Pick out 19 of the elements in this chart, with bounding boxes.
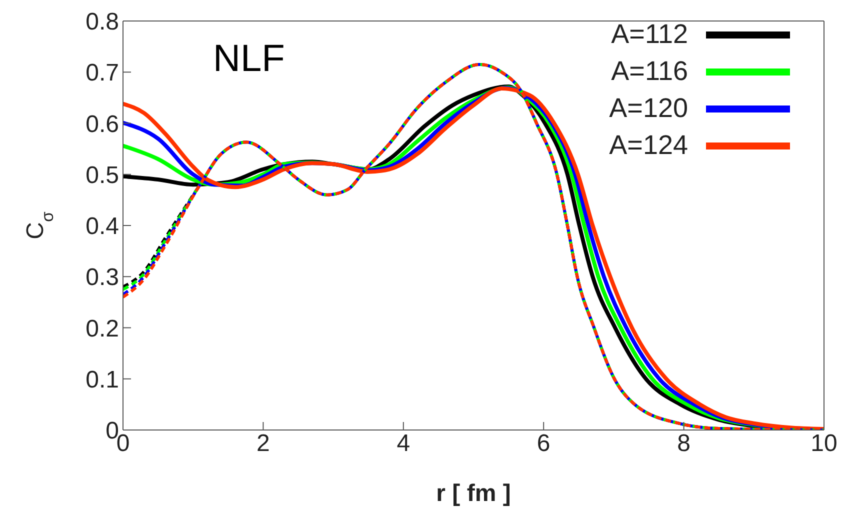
legend-label: A=116: [611, 56, 688, 87]
x-tick-label: 4: [396, 430, 410, 458]
y-tick-label: 0.5: [86, 162, 119, 189]
x-tick-label: 2: [256, 430, 270, 458]
annotation: NLF: [213, 38, 285, 81]
legend-label: A=120: [609, 93, 688, 124]
legend-label: A=112: [611, 19, 688, 50]
x-tick-label: 10: [810, 430, 838, 458]
y-tick-label: 0.3: [86, 264, 119, 292]
y-tick-label: 0.1: [86, 366, 119, 394]
y-tick-label: 0.4: [86, 213, 119, 240]
y-tick-label: 0.8: [86, 8, 119, 36]
x-tick-label: 6: [536, 430, 550, 458]
legend-label: A=124: [609, 130, 688, 161]
x-axis-title: r [ fm ]: [436, 480, 511, 507]
y-tick-label: 0.2: [86, 315, 119, 342]
x-tick-label: 8: [677, 430, 690, 458]
y-tick-label: 0.7: [86, 60, 119, 87]
y-tick-label: 0.6: [86, 110, 119, 138]
